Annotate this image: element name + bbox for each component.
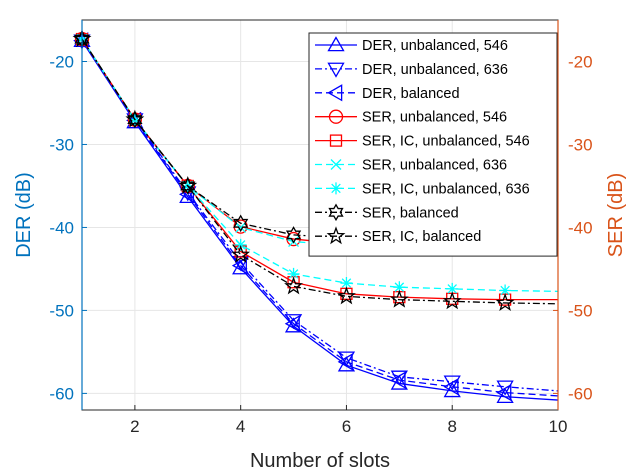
legend-label: DER, unbalanced, 636 <box>362 62 508 78</box>
x-tick-label: 6 <box>342 417 351 436</box>
data-point <box>496 380 514 396</box>
left-y-tick-label: -40 <box>49 218 74 237</box>
legend-entry: SER, balanced <box>315 203 459 222</box>
x-tick-label: 4 <box>236 417 245 436</box>
right-y-tick-label: -30 <box>568 135 593 154</box>
legend-entry: DER, unbalanced, 546 <box>315 36 508 54</box>
data-point <box>496 387 514 403</box>
data-point <box>393 281 406 294</box>
legend-marker <box>326 226 346 245</box>
legend-marker <box>330 182 342 195</box>
data-point <box>287 267 300 280</box>
data-point <box>284 276 303 295</box>
data-point <box>231 256 247 275</box>
legend-marker <box>327 84 343 102</box>
legend-entry: SER, IC, unbalanced, 546 <box>315 134 530 150</box>
x-tick-label: 8 <box>447 417 456 436</box>
legend-box <box>308 32 558 257</box>
x-axis-title: Number of slots <box>250 450 390 472</box>
data-point <box>337 286 356 305</box>
data-point <box>337 353 353 371</box>
data-point <box>127 110 143 129</box>
legend: DER, unbalanced, 546 DER, unbalanced, 636… <box>308 32 558 257</box>
data-point <box>496 383 512 402</box>
right-y-tick-label: -20 <box>568 52 593 71</box>
data-point <box>180 177 196 195</box>
legend-entry: SER, IC, unbalanced, 636 <box>315 181 530 197</box>
left-y-tick-label: -20 <box>49 52 74 71</box>
data-point <box>389 289 409 308</box>
data-point <box>499 284 512 297</box>
left-y-tick-label: -60 <box>49 384 74 403</box>
data-point <box>284 315 300 333</box>
legend-label: SER, balanced <box>362 205 459 221</box>
left-y-tick-label: -50 <box>49 301 74 320</box>
legend-entry: DER, balanced <box>315 84 460 102</box>
legend-entry: DER, unbalanced, 636 <box>315 62 508 78</box>
data-point <box>285 226 302 244</box>
series-line <box>81 40 559 392</box>
legend-label: DER, unbalanced, 546 <box>362 38 508 54</box>
right-y-tick-label: -50 <box>568 301 593 320</box>
series-line <box>81 38 559 305</box>
data-point <box>442 291 462 310</box>
series-line <box>81 40 559 401</box>
series-line <box>81 40 559 397</box>
x-tick-label: 2 <box>130 417 139 436</box>
legend-entry: SER, IC, balanced <box>315 226 481 245</box>
data-point <box>125 109 145 128</box>
data-point <box>340 277 353 290</box>
data-point <box>390 371 406 389</box>
data-point <box>495 293 515 311</box>
legend-marker <box>328 203 344 222</box>
data-point <box>443 382 461 398</box>
right-y-tick-label: -40 <box>568 218 593 237</box>
data-point <box>178 176 198 194</box>
legend-label: SER, unbalanced, 546 <box>362 110 507 126</box>
legend-label: SER, IC, balanced <box>362 229 481 245</box>
legend-entry: SER, unbalanced, 546 <box>315 109 507 126</box>
legend-entry: SER, unbalanced, 636 <box>315 158 507 174</box>
data-point <box>235 221 247 233</box>
legend-label: SER, unbalanced, 636 <box>362 158 507 174</box>
legend-marker <box>328 109 344 124</box>
right-y-axis-title: SER (dB) <box>605 173 627 257</box>
data-point <box>337 351 356 367</box>
right-y-tick-label: -60 <box>568 384 593 403</box>
legend-marker <box>327 36 345 52</box>
data-point <box>234 238 247 251</box>
left-y-axis-title: DER (dB) <box>13 172 35 258</box>
tick-labels: 2 4 6 8 10 -20 -20 -30 -30 -40 -40 -50 -50 -60 -60 <box>49 52 592 436</box>
axes <box>81 19 559 411</box>
data-point <box>443 375 461 391</box>
legend-label: DER, balanced <box>362 86 460 102</box>
legend-label: SER, IC, unbalanced, 546 <box>362 134 530 150</box>
left-y-tick-label: -30 <box>49 135 74 154</box>
legend-label: SER, IC, unbalanced, 636 <box>362 181 530 197</box>
data-point <box>446 282 459 295</box>
data-point <box>443 378 459 396</box>
x-tick-label: 10 <box>549 417 568 436</box>
data-point <box>233 214 249 233</box>
data-point <box>231 244 251 263</box>
legend-marker <box>330 159 342 170</box>
legend-marker <box>329 134 343 147</box>
legend-marker <box>327 62 345 78</box>
